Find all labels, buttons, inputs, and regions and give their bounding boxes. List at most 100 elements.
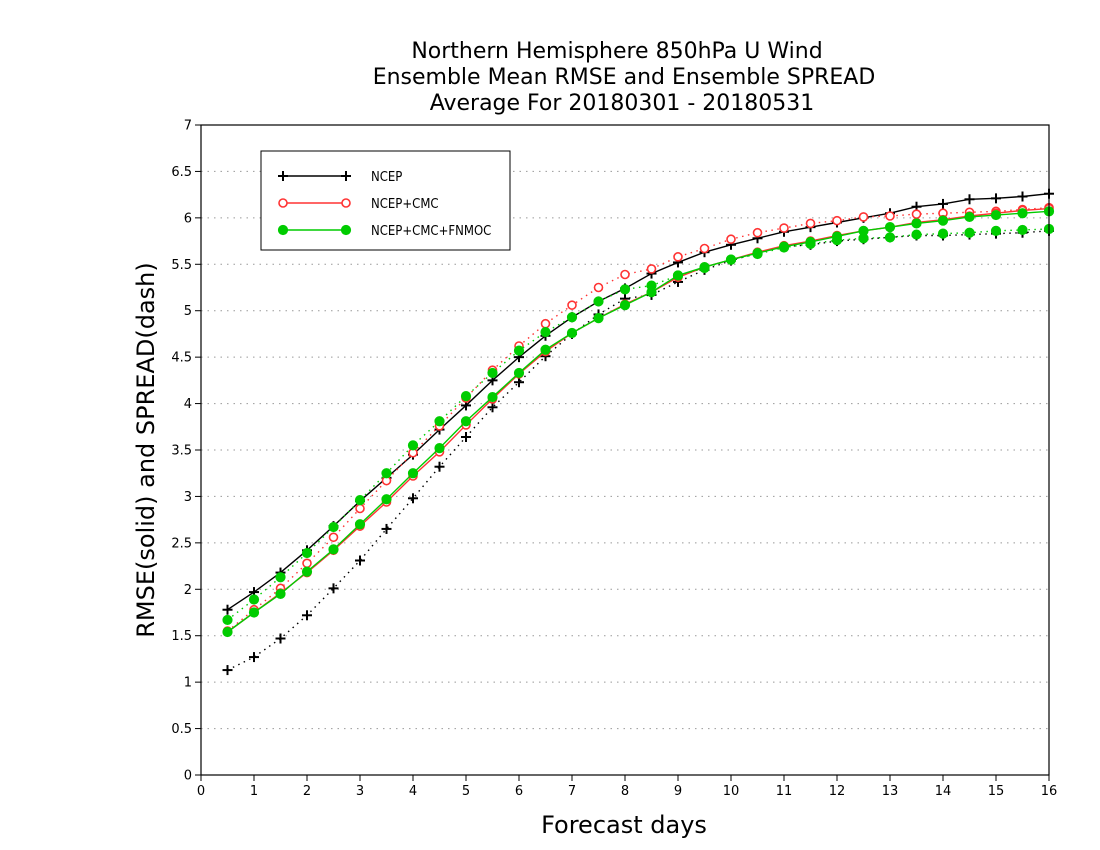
series-2-rmse-point <box>407 468 419 479</box>
series-2-spread-point <box>566 312 578 323</box>
series-1-spread-point <box>752 227 763 238</box>
series-1-spread-point <box>805 218 816 229</box>
chart-title-line-3: Average For 20180301 - 20180531 <box>430 91 815 116</box>
series-2-spread-point <box>487 367 498 379</box>
legend-label: NCEP <box>371 170 402 185</box>
series-2 <box>222 206 1055 638</box>
series-2-spread-line <box>227 228 1050 621</box>
series-2-rmse-point <box>301 566 313 577</box>
series-2-spread-point <box>990 225 1002 236</box>
series-0-rmse-point <box>964 194 975 205</box>
legend-marker <box>341 171 351 181</box>
y-tick-label: 0.5 <box>171 722 192 737</box>
x-tick-label: 11 <box>776 784 793 799</box>
series-0-spread-point <box>408 493 418 504</box>
y-tick-label: 1 <box>184 676 192 691</box>
series-1-spread-point <box>328 532 339 543</box>
series-2-spread-point <box>460 391 472 402</box>
series-2-spread-point <box>407 440 419 451</box>
chart-title-line-2: Ensemble Mean RMSE and Ensemble SPREAD <box>373 65 876 90</box>
x-tick-label: 3 <box>356 784 364 799</box>
series-2-rmse-point <box>884 222 896 233</box>
series-2-spread-point <box>513 345 525 356</box>
series-2-spread-point <box>328 521 339 533</box>
x-tick-label: 10 <box>723 784 740 799</box>
series-2-rmse-point <box>725 254 737 265</box>
series-2-spread-point <box>937 228 949 239</box>
series-2-rmse-point <box>593 313 604 324</box>
series-0-spread-point <box>381 523 392 534</box>
series-2-rmse-point <box>858 225 869 236</box>
x-tick-label: 6 <box>515 784 523 799</box>
series-0-spread-point <box>461 432 471 442</box>
series-2-rmse-point <box>354 519 366 530</box>
series-2-spread-point <box>222 614 233 626</box>
grid <box>201 170 1049 730</box>
series-2-rmse-point <box>964 211 975 223</box>
x-tick-label: 9 <box>674 784 682 799</box>
series-1-spread-point <box>885 211 895 221</box>
series-layer <box>222 188 1055 676</box>
series-1-spread-point <box>699 243 710 254</box>
series-2-rmse-point <box>434 443 445 454</box>
series-1-spread-point <box>620 269 630 280</box>
series-2-rmse-point <box>248 607 260 618</box>
series-2-spread-point <box>593 296 604 307</box>
x-tick-label: 13 <box>882 784 899 799</box>
series-2-spread-point <box>354 495 366 506</box>
x-tick-label: 2 <box>303 784 311 799</box>
plot-frame <box>200 124 1050 776</box>
series-1 <box>222 202 1054 637</box>
legend-item-0: NCEP <box>278 170 402 185</box>
y-tick-label: 3 <box>184 490 192 505</box>
y-tick-label: 6.5 <box>171 165 192 180</box>
legend-label: NCEP+CMC+FNMOC <box>371 224 491 239</box>
y-axis-label: RMSE(solid) and SPREAD(dash) <box>132 262 160 638</box>
series-0-spread-point <box>514 377 524 388</box>
series-0-spread-point <box>355 555 365 566</box>
series-2-spread-point <box>619 284 631 295</box>
legend-marker <box>341 198 351 208</box>
series-0-spread-point <box>328 583 339 594</box>
series-2-rmse-point <box>699 261 710 273</box>
series-0-spread-point <box>222 665 233 676</box>
series-2-rmse-point <box>937 215 949 226</box>
series-2-rmse-point <box>222 626 233 638</box>
series-2-rmse-point <box>619 300 631 311</box>
series-2-rmse-point <box>831 231 843 242</box>
series-0 <box>222 188 1054 676</box>
series-1-spread-point <box>832 215 842 226</box>
series-0-rmse-point <box>1017 191 1028 202</box>
legend-item-2: NCEP+CMC+FNMOC <box>277 224 491 239</box>
series-1-spread-point <box>911 209 922 219</box>
legend: NCEP NCEP+CMC NCEP+CMC+FNMOC <box>260 150 511 251</box>
series-1-spread-point <box>726 234 736 245</box>
series-0-spread-line <box>227 230 1050 671</box>
x-tick-label: 0 <box>197 784 205 799</box>
y-tick-label: 1.5 <box>171 629 192 644</box>
series-1-spread-line <box>227 206 1050 632</box>
y-tick-label: 5.5 <box>171 258 192 273</box>
series-2-rmse-line <box>227 210 1050 633</box>
series-2-rmse-point <box>990 209 1002 221</box>
series-1-spread-point <box>593 282 604 293</box>
series-0-rmse-line <box>227 193 1050 611</box>
y-tick-label: 2.5 <box>171 536 192 551</box>
x-tick-label: 7 <box>568 784 576 799</box>
x-tick-label: 15 <box>988 784 1005 799</box>
series-0-rmse-point <box>991 193 1001 204</box>
x-tick-label: 4 <box>409 784 417 799</box>
series-2-rmse-point <box>513 367 525 379</box>
series-0-spread-point <box>302 610 312 621</box>
series-1-spread-point <box>673 252 683 262</box>
legend-label: NCEP+CMC <box>371 197 439 212</box>
series-1-spread-point <box>355 503 365 514</box>
legend-marker <box>278 171 288 181</box>
y-tick-label: 0 <box>184 769 192 784</box>
series-2-rmse-point <box>672 270 684 281</box>
series-2-rmse-point <box>911 218 922 229</box>
y-tick-label: 2 <box>184 583 192 598</box>
x-tick-label: 5 <box>462 784 470 799</box>
series-1-spread-point <box>646 264 657 274</box>
